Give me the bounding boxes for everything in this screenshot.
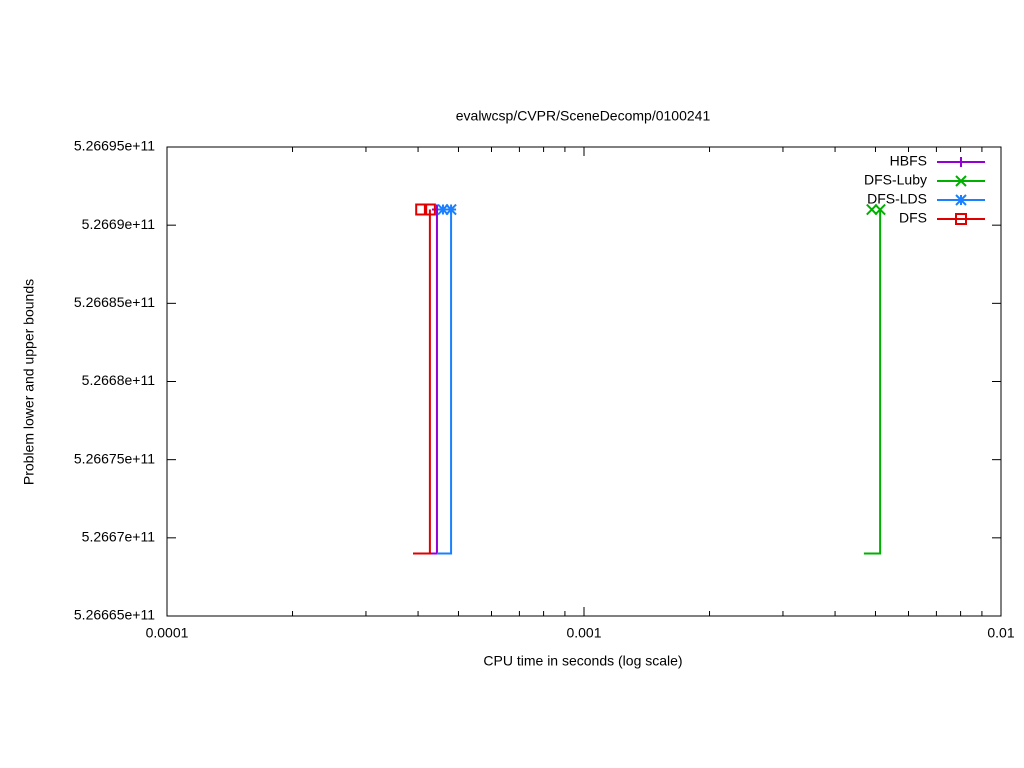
series-line: [436, 209, 453, 555]
point-marker: [445, 203, 457, 216]
plot-frame: [166, 146, 1002, 617]
x-tick-label: 0.0001: [146, 625, 189, 641]
legend-label: DFS-Luby: [864, 172, 927, 188]
y-tick-label: 5.26675e+11: [74, 450, 155, 466]
chart-title: evalwcsp/CVPR/SceneDecomp/0100241: [456, 108, 711, 124]
series-line: [413, 209, 431, 555]
point-marker: [955, 213, 967, 225]
y-tick-label: 5.26695e+11: [74, 138, 155, 154]
point-marker: [955, 194, 967, 206]
x-tick-label: 0.01: [987, 625, 1014, 641]
point-marker: [874, 203, 886, 216]
point-marker: [866, 203, 878, 216]
y-tick-label: 5.26685e+11: [74, 294, 155, 310]
legend-label: DFS-LDS: [867, 191, 927, 207]
point-marker: [955, 175, 967, 187]
series-line: [429, 209, 438, 555]
point-marker: [956, 157, 966, 167]
point-marker: [423, 203, 436, 216]
y-tick-label: 5.26665e+11: [74, 607, 155, 623]
y-tick-label: 5.2667e+11: [82, 529, 156, 545]
y-axis-label: Problem lower and upper bounds: [21, 279, 37, 485]
y-tick-label: 5.2669e+11: [82, 216, 156, 232]
y-tick-label: 5.2668e+11: [82, 372, 156, 388]
point-marker: [437, 203, 449, 216]
x-axis-label: CPU time in seconds (log scale): [483, 653, 682, 669]
series-line: [863, 209, 882, 555]
x-tick-label: 0.001: [566, 625, 601, 641]
legend-label: HBFS: [890, 153, 927, 169]
legend-label: DFS: [899, 210, 927, 226]
